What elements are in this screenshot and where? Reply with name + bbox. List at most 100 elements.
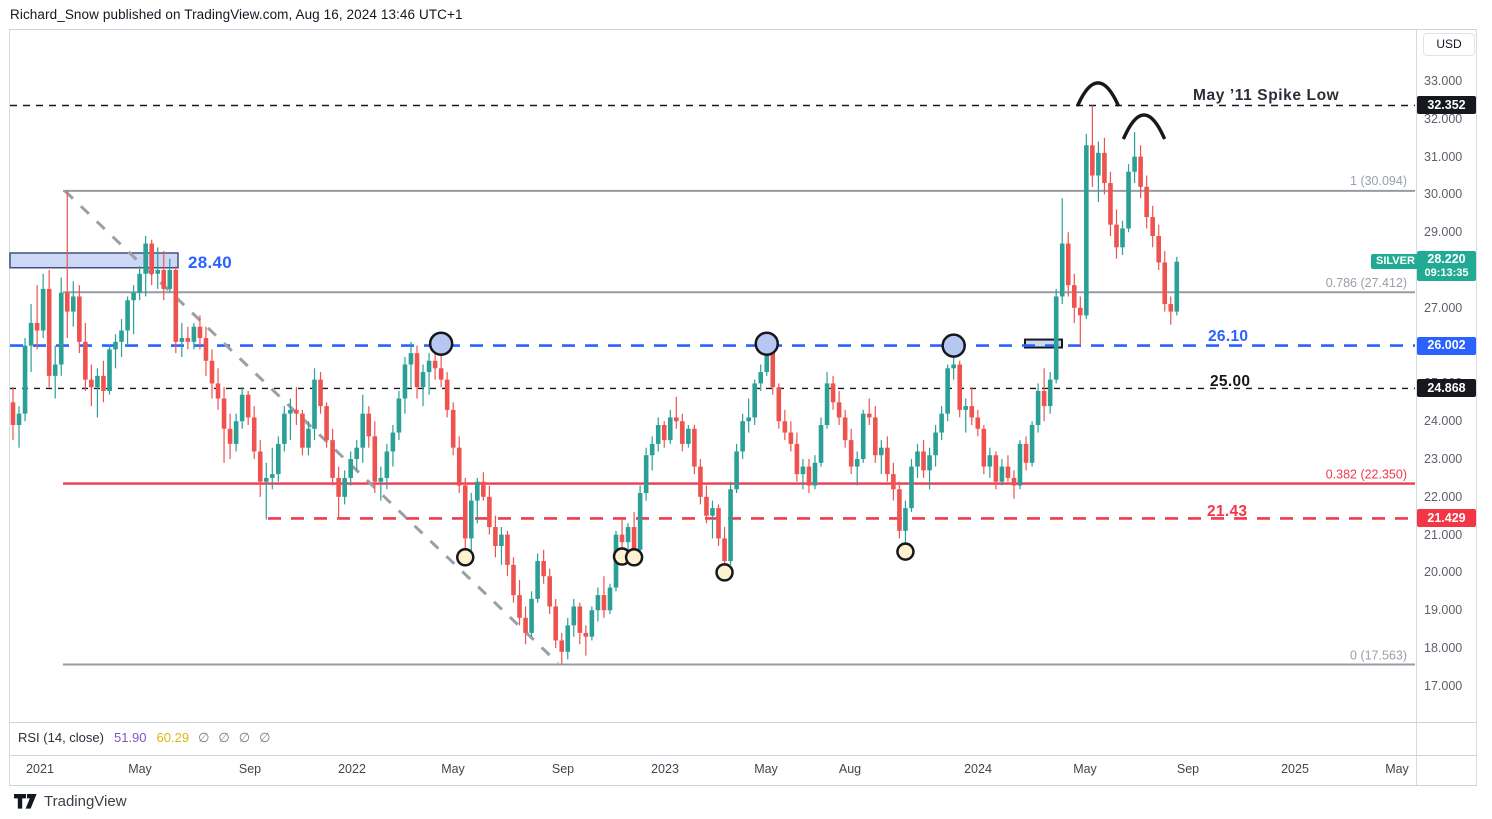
candle-body[interactable] xyxy=(758,372,764,384)
candle-body[interactable] xyxy=(22,345,28,414)
candle-body[interactable] xyxy=(619,534,625,543)
candle-body[interactable] xyxy=(402,364,408,399)
candle-body[interactable] xyxy=(631,527,637,550)
candle-body[interactable] xyxy=(366,413,372,437)
candle-body[interactable] xyxy=(468,500,474,539)
candle-body[interactable] xyxy=(716,508,721,539)
candle-body[interactable] xyxy=(951,364,956,369)
candle-body[interactable] xyxy=(251,417,257,452)
candle-body[interactable] xyxy=(197,326,203,339)
candle-body[interactable] xyxy=(137,273,142,293)
candle-body[interactable] xyxy=(800,466,806,475)
candle-body[interactable] xyxy=(276,443,281,475)
candle-body[interactable] xyxy=(149,243,154,274)
candle-body[interactable] xyxy=(891,474,896,490)
candle-body[interactable] xyxy=(209,360,215,384)
candle-body[interactable] xyxy=(1126,171,1131,229)
candle-body[interactable] xyxy=(577,606,583,633)
candle-body[interactable] xyxy=(155,270,161,274)
candle-body[interactable] xyxy=(674,417,679,422)
peak-arc-1[interactable] xyxy=(1076,81,1120,107)
candle-body[interactable] xyxy=(107,349,112,391)
candle-body[interactable] xyxy=(101,375,106,391)
candle-body[interactable] xyxy=(559,640,565,652)
candle-body[interactable] xyxy=(1150,217,1155,236)
candle-body[interactable] xyxy=(1005,466,1011,478)
candle-body[interactable] xyxy=(1144,186,1149,218)
candle-body[interactable] xyxy=(523,617,528,633)
candle-body[interactable] xyxy=(746,417,751,422)
candle-body[interactable] xyxy=(722,538,727,562)
candle-body[interactable] xyxy=(113,341,118,350)
candle-body[interactable] xyxy=(288,409,293,414)
candle-body[interactable] xyxy=(860,413,866,460)
candle-body[interactable] xyxy=(95,375,100,388)
candle-body[interactable] xyxy=(680,421,685,444)
peak-arc-2[interactable] xyxy=(1122,113,1166,140)
candle-body[interactable] xyxy=(836,402,842,418)
candle-body[interactable] xyxy=(975,417,981,429)
candle-body[interactable] xyxy=(667,417,673,441)
candle-body[interactable] xyxy=(625,527,631,543)
candle-body[interactable] xyxy=(167,270,173,289)
candle-body[interactable] xyxy=(408,353,414,365)
candle-body[interactable] xyxy=(1059,243,1065,297)
candle-body[interactable] xyxy=(547,576,552,607)
candle-body[interactable] xyxy=(1023,443,1029,463)
candle-body[interactable] xyxy=(245,394,251,418)
candle-body[interactable] xyxy=(312,379,317,429)
candle-body[interactable] xyxy=(360,413,366,448)
swing-low-circle[interactable] xyxy=(896,542,915,561)
candle-body[interactable] xyxy=(1156,235,1161,263)
candle-body[interactable] xyxy=(71,296,76,312)
candle-body[interactable] xyxy=(794,443,800,475)
candle-body[interactable] xyxy=(227,428,233,444)
candle-body[interactable] xyxy=(282,413,287,444)
candle-body[interactable] xyxy=(1035,390,1041,425)
candle-body[interactable] xyxy=(866,413,872,418)
candle-body[interactable] xyxy=(318,379,323,407)
candlestick-chart[interactable]: May ’11 Spike Low 28.40 26.10 25.00 21.43 1 (… xyxy=(0,0,1477,786)
candle-body[interactable] xyxy=(58,292,64,365)
candle-body[interactable] xyxy=(782,421,788,433)
candle-body[interactable] xyxy=(426,360,432,373)
candle-body[interactable] xyxy=(450,409,456,448)
candle-body[interactable] xyxy=(46,288,52,376)
candle-body[interactable] xyxy=(420,372,426,388)
candle-body[interactable] xyxy=(752,383,757,418)
candle-body[interactable] xyxy=(734,451,739,490)
candle-body[interactable] xyxy=(511,564,516,596)
candle-body[interactable] xyxy=(269,474,275,478)
candle-body[interactable] xyxy=(655,424,661,444)
candle-body[interactable] xyxy=(535,561,540,599)
candle-body[interactable] xyxy=(16,413,22,425)
candle-body[interactable] xyxy=(649,443,655,456)
candle-body[interactable] xyxy=(885,447,890,475)
candle-body[interactable] xyxy=(601,595,607,611)
candle-body[interactable] xyxy=(462,485,468,539)
candle-body[interactable] xyxy=(1114,224,1119,248)
candle-body[interactable] xyxy=(1090,145,1095,176)
candle-body[interactable] xyxy=(1096,152,1101,176)
candle-body[interactable] xyxy=(221,398,227,429)
candle-body[interactable] xyxy=(541,561,546,577)
candle-body[interactable] xyxy=(125,300,130,331)
candle-body[interactable] xyxy=(1138,156,1143,187)
candle-body[interactable] xyxy=(1084,145,1089,316)
candle-body[interactable] xyxy=(294,409,299,414)
candle-body[interactable] xyxy=(1168,304,1174,312)
candle-body[interactable] xyxy=(969,406,975,418)
candle-body[interactable] xyxy=(698,466,703,497)
order-block-26[interactable] xyxy=(1024,338,1063,349)
candle-body[interactable] xyxy=(963,406,969,410)
candle-body[interactable] xyxy=(553,606,558,641)
candle-body[interactable] xyxy=(764,349,770,373)
candle-body[interactable] xyxy=(806,466,812,486)
candle-body[interactable] xyxy=(396,398,402,433)
candle-body[interactable] xyxy=(119,330,124,342)
candle-body[interactable] xyxy=(945,368,950,414)
candle-body[interactable] xyxy=(842,417,848,441)
resistance-touch-circle[interactable] xyxy=(941,333,966,358)
candle-body[interactable] xyxy=(131,292,136,301)
candle-body[interactable] xyxy=(848,440,854,467)
